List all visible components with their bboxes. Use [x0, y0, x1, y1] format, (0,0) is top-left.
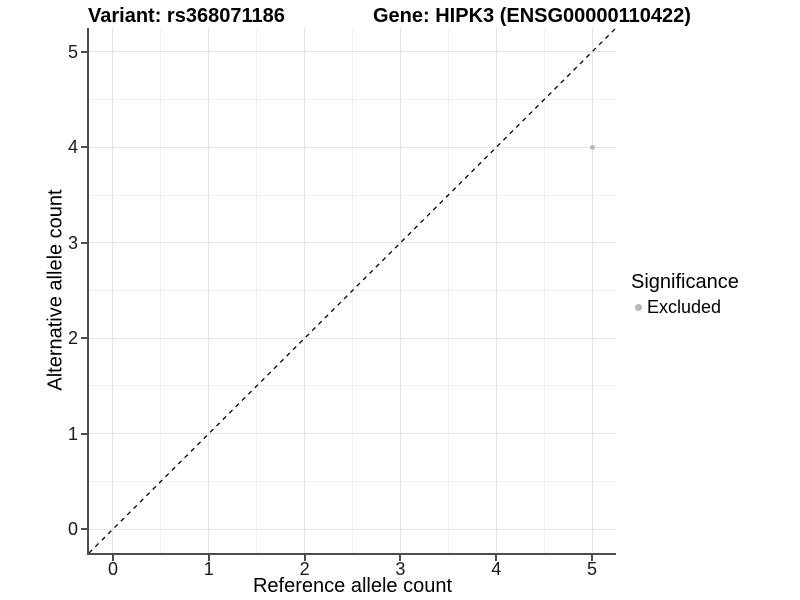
y-tick-label: 5: [67, 41, 78, 62]
x-tick: [111, 555, 114, 561]
gridline-minor-h: [89, 99, 616, 101]
y-tick-label: 4: [67, 137, 78, 158]
x-tick-label: 5: [587, 559, 598, 579]
x-tick-label: 0: [107, 559, 118, 579]
y-tick: [81, 50, 87, 53]
gridline-major-h: [89, 51, 616, 53]
y-tick: [81, 146, 87, 149]
y-tick: [81, 241, 87, 244]
x-tick: [399, 555, 402, 561]
gridline-major-v: [591, 28, 593, 553]
y-tick-label: 0: [67, 519, 78, 540]
gridline-major-v: [208, 28, 210, 553]
x-tick: [495, 555, 498, 561]
data-point-excluded: [589, 144, 595, 150]
legend: Significance Excluded: [630, 271, 739, 317]
y-tick-label: 1: [67, 423, 78, 444]
gridline-minor-h: [89, 194, 616, 196]
x-axis-title: Reference allele count: [252, 575, 452, 597]
gridline-minor-h: [89, 480, 616, 482]
gridline-major-v: [399, 28, 401, 553]
y-axis-line: [87, 28, 89, 555]
x-axis-line: [87, 553, 616, 555]
y-tick: [81, 432, 87, 435]
y-tick-label: 3: [67, 232, 78, 253]
x-tick: [207, 555, 210, 561]
reference-line-layer: [89, 28, 616, 553]
gridline-major-h: [89, 528, 616, 530]
gridline-major-h: [89, 433, 616, 435]
legend-title: Significance: [631, 271, 739, 293]
excluded-point-icon: [635, 303, 642, 311]
y-tick: [81, 337, 87, 340]
gridline-major-v: [112, 28, 114, 553]
gridline-major-h: [89, 146, 616, 148]
y-tick: [81, 528, 87, 531]
gridline-major-h: [89, 242, 616, 244]
gridline-minor-h: [89, 385, 616, 387]
x-tick-label: 3: [395, 559, 406, 579]
gridline-major-v: [304, 28, 306, 553]
variant-title: Variant: rs368071186: [88, 5, 285, 27]
identity-reference-line: [89, 28, 616, 553]
gridline-major-h: [89, 337, 616, 339]
y-tick-label: 2: [67, 328, 78, 349]
x-tick: [591, 555, 594, 561]
plot-panel: [89, 28, 616, 553]
gridline-major-v: [495, 28, 497, 553]
x-tick: [303, 555, 306, 561]
x-tick-label: 2: [299, 559, 310, 579]
x-tick-label: 1: [203, 559, 214, 579]
legend-item-excluded: Excluded: [630, 297, 739, 317]
legend-item-label: Excluded: [647, 297, 722, 317]
gene-title: Gene: HIPK3 (ENSG00000110422): [373, 5, 691, 27]
y-axis-title: Alternative allele count: [44, 189, 67, 391]
x-tick-label: 4: [491, 559, 502, 579]
